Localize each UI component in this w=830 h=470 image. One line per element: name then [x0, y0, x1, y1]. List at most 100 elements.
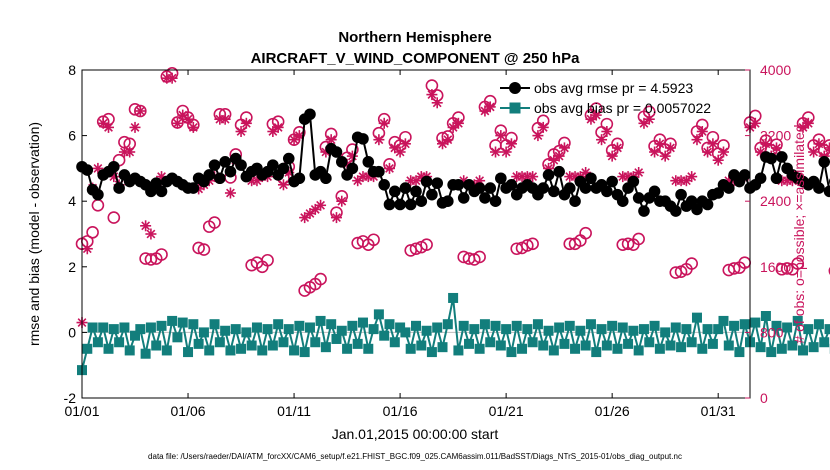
bias-point: [644, 337, 655, 348]
bias-point: [464, 338, 475, 349]
rmse-point: [267, 159, 279, 171]
obs-assimilated-point: [659, 150, 671, 162]
rmse-point: [293, 172, 306, 185]
rmse-point: [675, 188, 687, 201]
bias-point: [278, 337, 289, 348]
obs-assimilated-point: [606, 150, 618, 162]
rmse-point: [754, 172, 767, 185]
star-stroke: [443, 135, 453, 145]
rmse-point: [484, 182, 497, 194]
star-stroke: [533, 131, 543, 141]
star-stroke: [316, 200, 325, 210]
star-stroke: [480, 106, 490, 116]
star-stroke: [178, 110, 188, 120]
obs-possible-point: [621, 237, 635, 251]
star-stroke: [411, 176, 421, 186]
rmse-point: [569, 195, 581, 207]
obs-possible-point: [727, 262, 741, 275]
star-stroke: [650, 147, 659, 157]
rmse-point: [388, 185, 401, 198]
rmse-point: [712, 187, 724, 199]
bias-point: [421, 325, 432, 336]
rmse-point: [627, 175, 640, 188]
x-axis: 01/01 01/06 01/11 01/16 01/21 01/26 01/31: [64, 70, 736, 419]
star-stroke: [448, 122, 458, 132]
star-stroke: [803, 118, 813, 128]
obs-possible-point: [632, 232, 645, 246]
obs-assimilated-point: [654, 138, 666, 150]
obs-assimilated-point: [299, 212, 311, 224]
bias-point: [798, 345, 809, 356]
obs-assimilated-point: [452, 117, 464, 129]
bias-point: [760, 311, 771, 321]
bias-point: [490, 320, 501, 331]
obs-assimilated-point: [490, 146, 502, 158]
obs-assimilated-point: [240, 117, 252, 129]
bias-point: [342, 343, 353, 354]
obs-assimilated-point: [336, 195, 348, 207]
bias-point: [681, 324, 692, 335]
star-stroke: [798, 122, 808, 132]
rmse-point: [738, 169, 751, 181]
bias-point: [214, 337, 225, 348]
star-stroke: [93, 163, 103, 173]
bias-point: [676, 342, 687, 353]
obs-possible-point: [579, 226, 592, 240]
y-tick-label-right: 2400: [760, 193, 791, 209]
rmse-point: [776, 151, 788, 163]
obs-assimilated-point: [527, 171, 539, 183]
rmse-point: [691, 203, 703, 216]
bias-point: [750, 317, 761, 328]
bias-point: [617, 322, 628, 333]
obs-possible-point: [521, 239, 534, 252]
star-stroke: [681, 176, 691, 186]
y-tick-label-left: 2: [68, 259, 76, 275]
bias-point: [273, 319, 284, 330]
star-stroke: [289, 135, 299, 145]
bias-point: [114, 337, 125, 348]
plot-area: [75, 66, 830, 376]
y-tick-label-left: -2: [64, 390, 77, 406]
star-stroke: [305, 209, 315, 218]
star-stroke: [634, 168, 644, 177]
obs-assimilated-point: [691, 134, 703, 146]
star-stroke: [141, 221, 151, 231]
star-stroke: [188, 122, 198, 132]
bias-point: [739, 319, 750, 330]
bias-point: [448, 292, 459, 303]
obs-possible-point: [420, 238, 433, 251]
rmse-point: [282, 152, 295, 165]
star-stroke: [385, 163, 394, 173]
rmse-point: [495, 172, 507, 185]
star-stroke: [814, 139, 824, 149]
chart-title: Northern Hemisphere: [338, 29, 491, 46]
bias-point: [326, 319, 337, 330]
bias-point: [517, 343, 528, 354]
bias-point: [336, 325, 347, 336]
rmse-point: [108, 160, 120, 173]
obs-possible-point: [526, 237, 539, 251]
rmse-point: [548, 185, 560, 198]
bias-point: [628, 325, 639, 336]
bias-point: [411, 320, 421, 331]
star-stroke: [167, 73, 177, 83]
obs-possible-point: [91, 199, 105, 212]
bias-point: [416, 340, 427, 351]
rmse-point: [669, 205, 682, 217]
bias-point: [426, 347, 437, 358]
y-tick-label-right: 3200: [760, 128, 791, 144]
y-tick-label-right: 0: [760, 390, 768, 406]
bias-point: [352, 338, 363, 349]
obs-assimilated-point: [235, 126, 247, 137]
rmse-point: [410, 185, 422, 198]
bias-point: [188, 319, 199, 330]
bias-point: [262, 324, 273, 335]
star-stroke: [554, 151, 564, 161]
bias-point: [596, 324, 607, 335]
bias-point: [384, 319, 395, 330]
obs-assimilated-point: [325, 134, 337, 146]
rmse-point: [224, 165, 237, 178]
star-stroke: [453, 118, 463, 128]
bias-point: [670, 322, 681, 333]
